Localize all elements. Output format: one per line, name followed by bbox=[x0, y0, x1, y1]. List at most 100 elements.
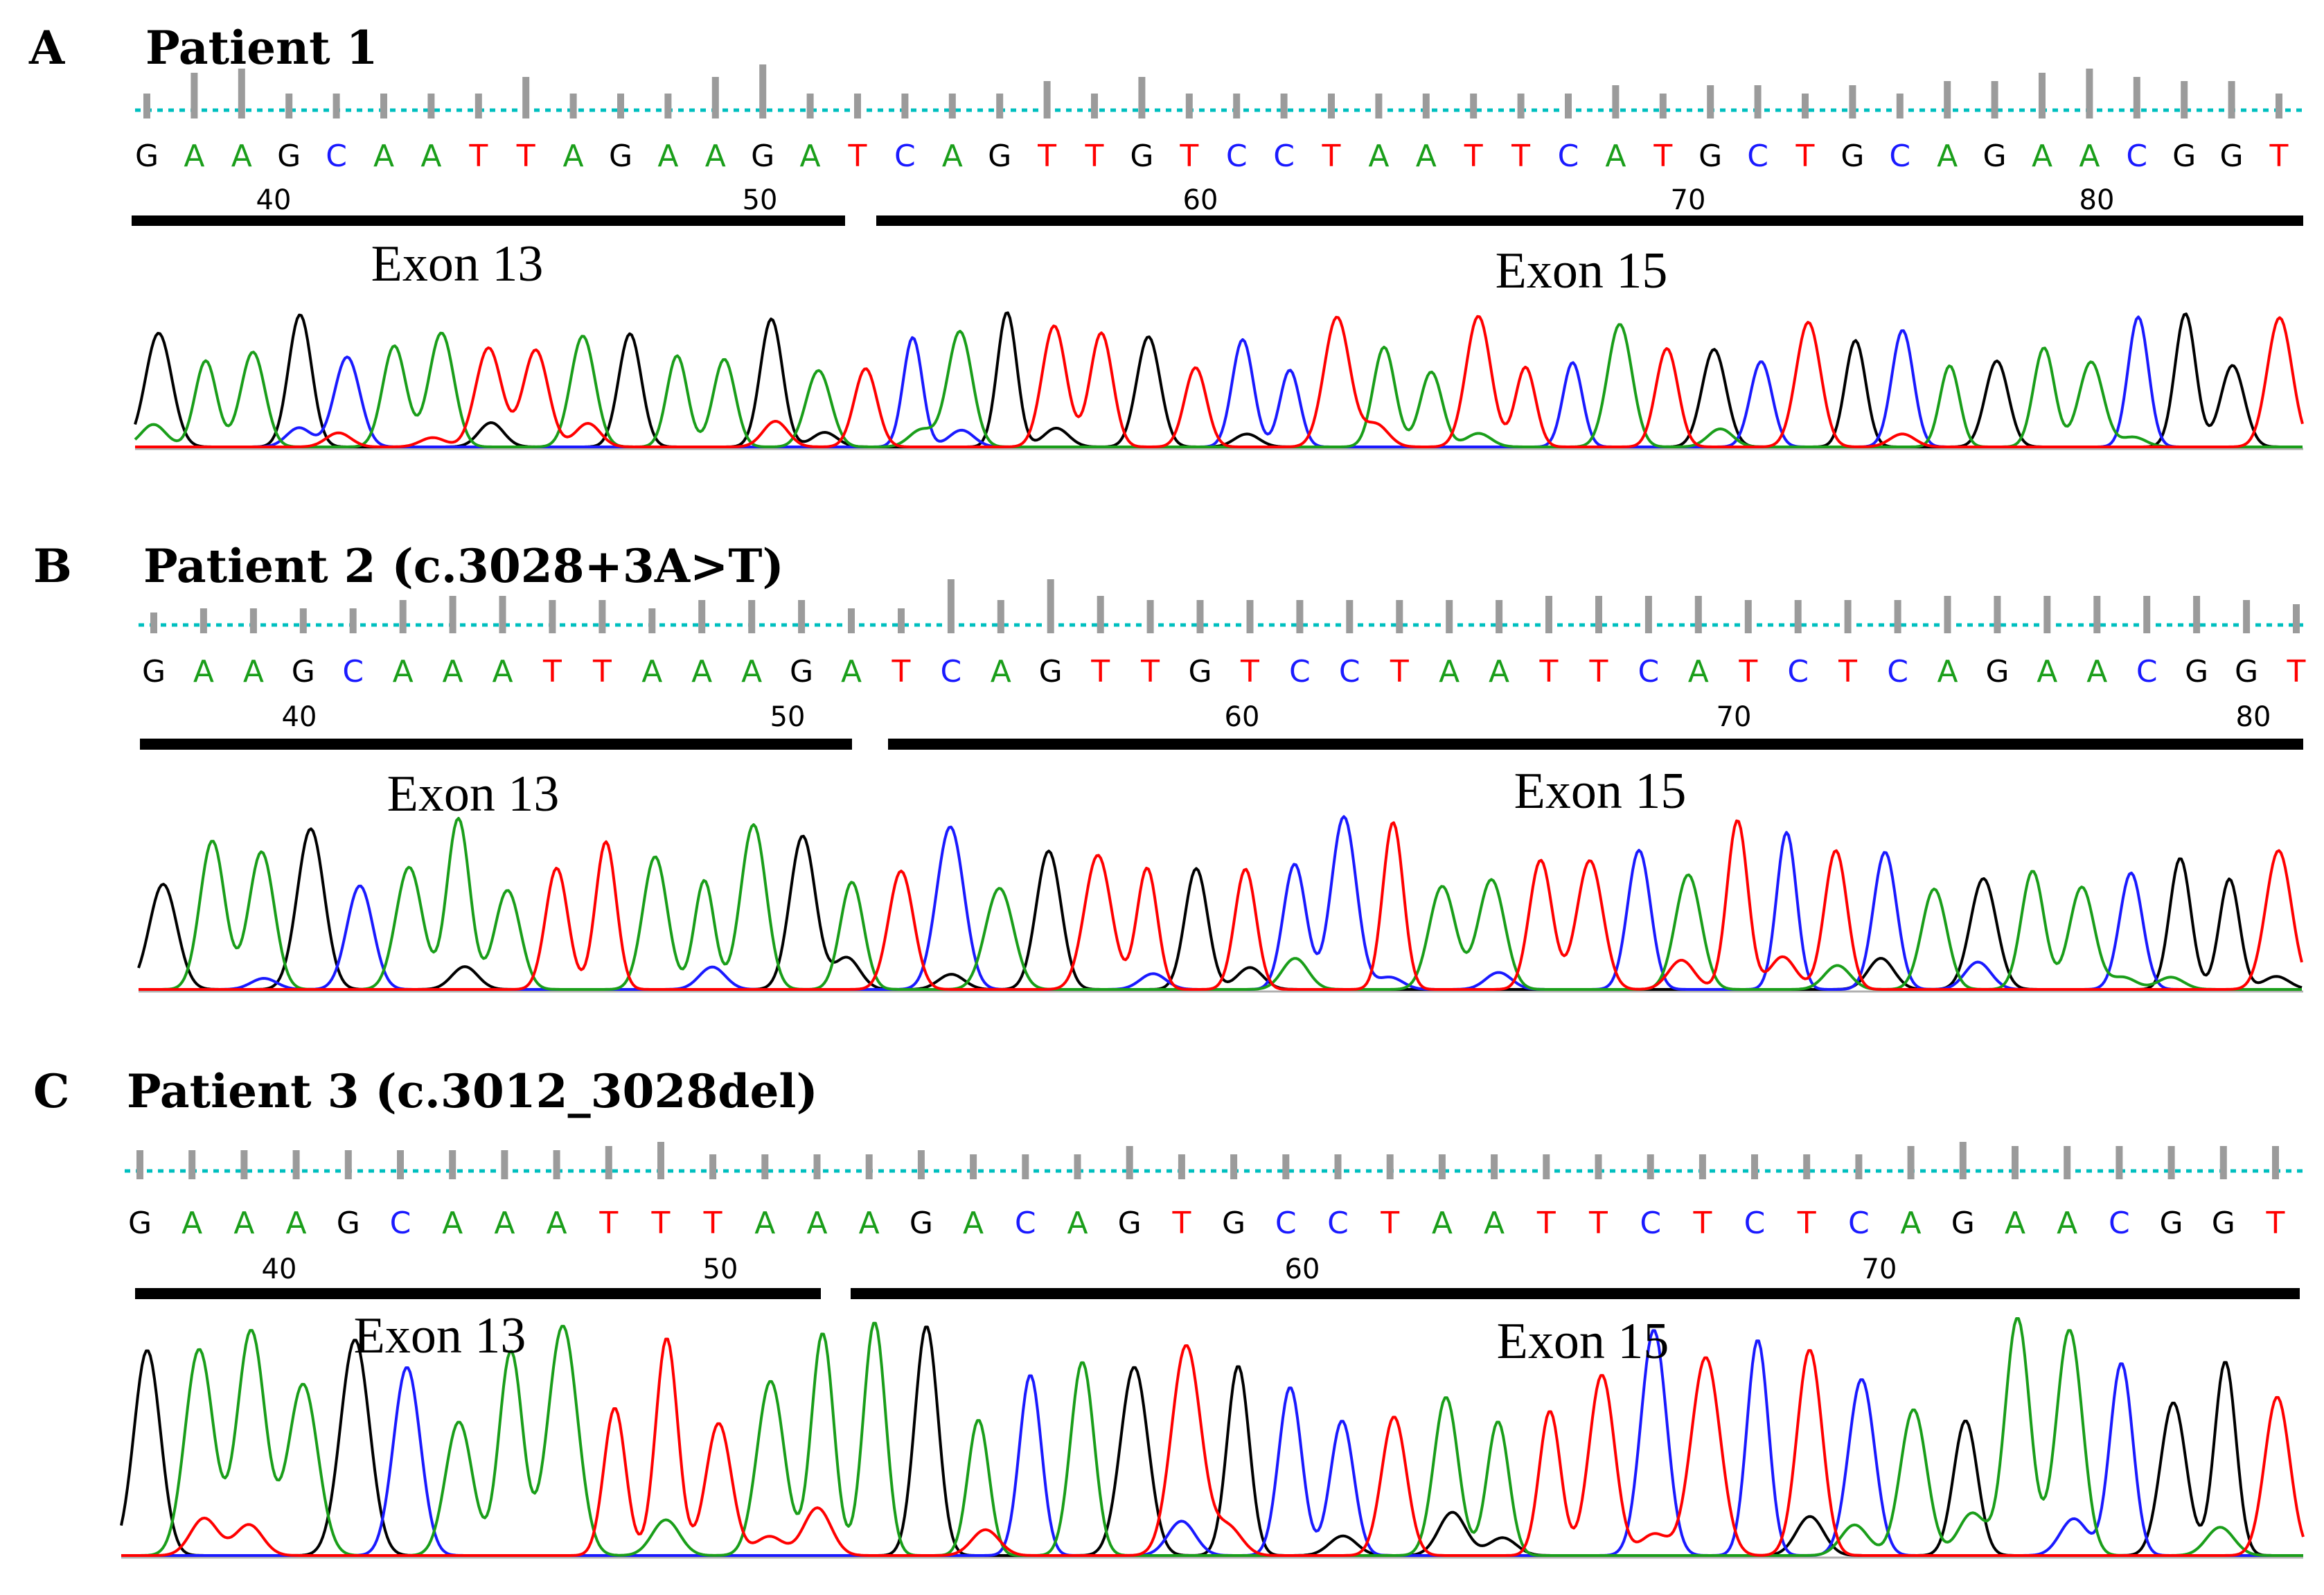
position-label: 50 bbox=[703, 1253, 738, 1285]
base-call: A bbox=[181, 1206, 202, 1241]
exon-15-bar bbox=[851, 1288, 2300, 1299]
base-call: A bbox=[942, 139, 963, 174]
quality-bar bbox=[2228, 81, 2235, 118]
base-call: T bbox=[1179, 139, 1198, 174]
quality-bar bbox=[761, 1154, 769, 1179]
base-call: T bbox=[703, 1206, 722, 1241]
quality-bar bbox=[238, 69, 245, 118]
quality-bar bbox=[1138, 77, 1146, 118]
base-call: T bbox=[592, 654, 612, 689]
quality-bar bbox=[2086, 69, 2093, 118]
base-call: G bbox=[1118, 1206, 1142, 1241]
quality-bar bbox=[299, 608, 307, 633]
base-call: G bbox=[1222, 1206, 1245, 1241]
base-call: A bbox=[1439, 654, 1460, 689]
quality-bar bbox=[569, 94, 577, 118]
quality-bar bbox=[1346, 600, 1354, 633]
quality-bar bbox=[2115, 1146, 2123, 1179]
base-call: A bbox=[420, 139, 441, 174]
base-call: A bbox=[373, 139, 394, 174]
position-label: 70 bbox=[1862, 1253, 1897, 1285]
base-call: A bbox=[841, 654, 862, 689]
quality-bar bbox=[698, 600, 706, 633]
quality-bar bbox=[1422, 94, 1430, 118]
base-call: G bbox=[2172, 139, 2196, 174]
quality-bar bbox=[1896, 94, 1904, 118]
quality-bar bbox=[996, 94, 1004, 118]
quality-bar bbox=[1545, 596, 1552, 633]
base-call: C bbox=[342, 654, 364, 689]
base-call: A bbox=[741, 654, 762, 689]
base-call: C bbox=[1558, 139, 1579, 174]
trace-T bbox=[121, 1337, 2305, 1557]
base-call: C bbox=[1289, 654, 1311, 689]
quality-bar bbox=[1751, 1154, 1758, 1179]
base-call: C bbox=[1889, 139, 1910, 174]
base-call: T bbox=[1140, 654, 1160, 689]
quality-bar bbox=[1659, 94, 1667, 118]
quality-bar bbox=[898, 608, 905, 633]
quality-bar bbox=[1491, 1154, 1498, 1179]
panel-letter: B bbox=[33, 539, 72, 593]
base-call: A bbox=[1484, 1206, 1505, 1241]
base-call: G bbox=[2185, 654, 2208, 689]
quality-bar bbox=[292, 1150, 300, 1179]
quality-bar bbox=[2167, 1146, 2175, 1179]
base-call: A bbox=[991, 654, 1011, 689]
base-call: C bbox=[1744, 1206, 1766, 1241]
position-axis: 40 50 60 70 bbox=[262, 1253, 1897, 1285]
quality-bar bbox=[399, 600, 407, 633]
quality-bar bbox=[598, 600, 606, 633]
position-label: 50 bbox=[743, 184, 778, 216]
quality-bar bbox=[2064, 1146, 2071, 1179]
trace-G bbox=[134, 311, 2303, 448]
base-call: A bbox=[657, 139, 678, 174]
base-call: T bbox=[1589, 654, 1608, 689]
quality-bar bbox=[2272, 1146, 2279, 1179]
base-call: G bbox=[1188, 654, 1212, 689]
position-label: 80 bbox=[2079, 184, 2115, 216]
base-call: A bbox=[800, 139, 821, 174]
base-call: A bbox=[1368, 139, 1389, 174]
base-call: T bbox=[468, 139, 488, 174]
base-call: A bbox=[286, 1206, 307, 1241]
base-call: A bbox=[1416, 139, 1437, 174]
base-call: G bbox=[1951, 1206, 1975, 1241]
quality-bar bbox=[1470, 94, 1478, 118]
base-call: A bbox=[494, 1206, 515, 1241]
base-call: C bbox=[326, 139, 347, 174]
base-call: G bbox=[1983, 139, 2007, 174]
panel-letter: A bbox=[28, 21, 65, 75]
quality-bar bbox=[344, 1150, 352, 1179]
base-call: T bbox=[1085, 139, 1104, 174]
base-call: G bbox=[1039, 654, 1063, 689]
base-call: G bbox=[988, 139, 1011, 174]
quality-bar bbox=[1296, 600, 1304, 633]
exon-15-bar bbox=[876, 215, 2303, 226]
quality-bar bbox=[664, 94, 672, 118]
quality-bar bbox=[1396, 600, 1403, 633]
base-call: C bbox=[1638, 654, 1660, 689]
base-call: A bbox=[547, 1206, 567, 1241]
exon-13-label: Exon 13 bbox=[387, 766, 560, 822]
base-call: A bbox=[2037, 654, 2057, 689]
panel-title: Patient 3 (c.3012_3028del) bbox=[127, 1064, 818, 1118]
base-call: G bbox=[277, 139, 301, 174]
quality-bar bbox=[813, 1154, 821, 1179]
base-call: T bbox=[1390, 654, 1409, 689]
quality-bar bbox=[143, 94, 150, 118]
quality-bar bbox=[1543, 1154, 1550, 1179]
quality-bar bbox=[2243, 600, 2251, 633]
quality-bar bbox=[711, 77, 719, 118]
quality-bar bbox=[349, 608, 357, 633]
base-call: C bbox=[390, 1206, 411, 1241]
base-call: C bbox=[1787, 654, 1809, 689]
trace-A bbox=[139, 817, 2302, 991]
quality-bar bbox=[1446, 600, 1453, 633]
exon-13-bar bbox=[135, 1288, 821, 1299]
trace-G bbox=[137, 827, 2303, 991]
